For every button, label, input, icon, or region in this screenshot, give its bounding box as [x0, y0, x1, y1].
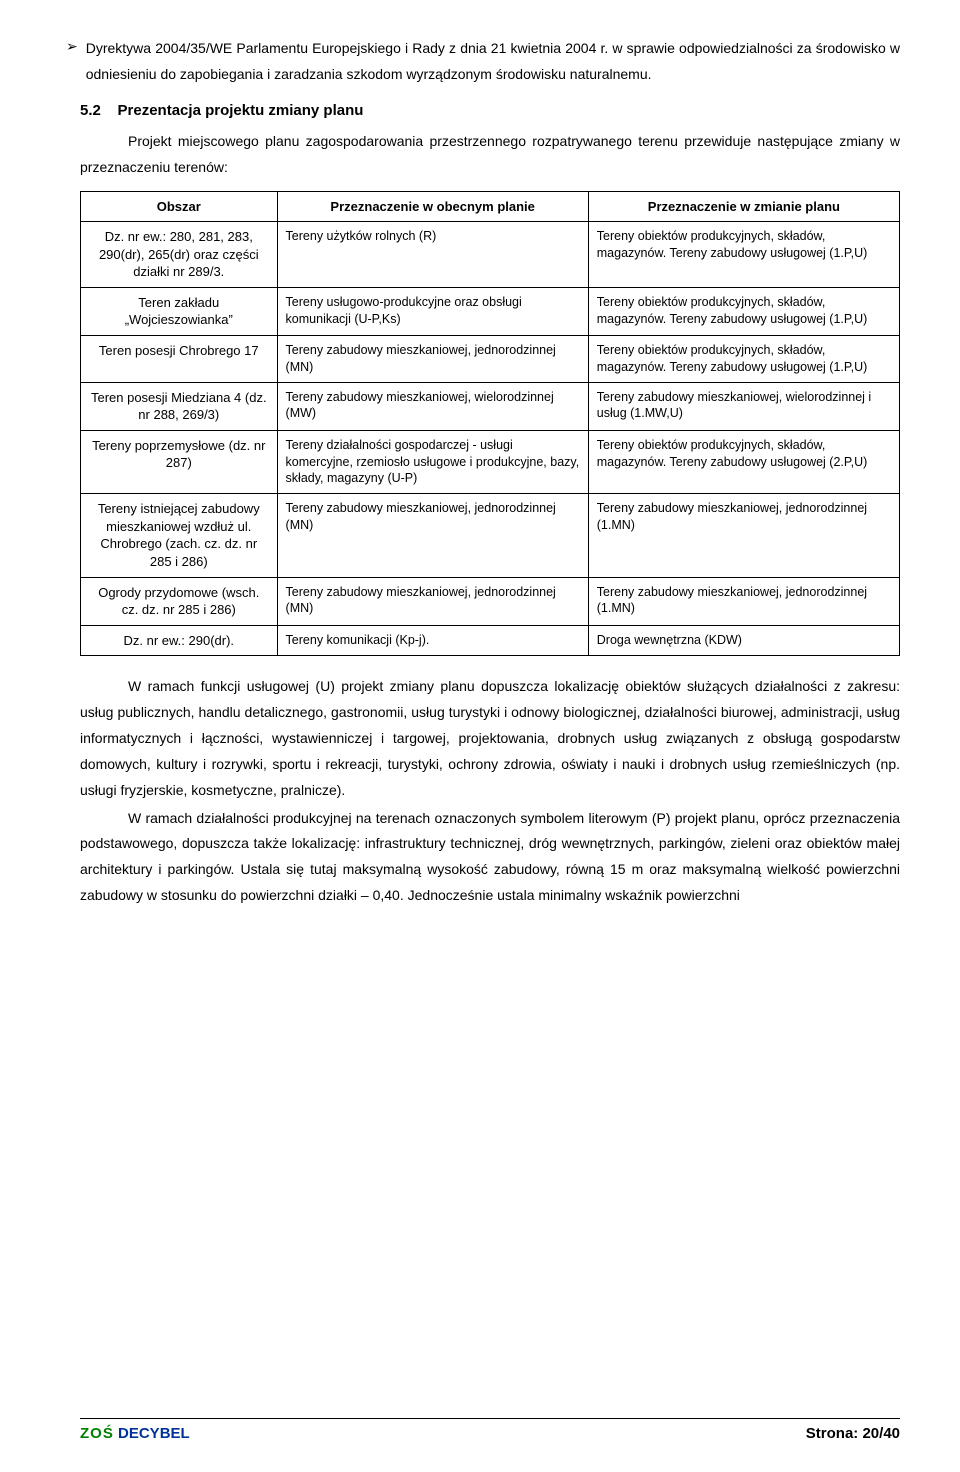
cell-current: Tereny komunikacji (Kp-j).	[277, 625, 588, 656]
table-row: Dz. nr ew.: 290(dr).Tereny komunikacji (…	[81, 625, 900, 656]
page-label: Strona:	[806, 1425, 859, 1442]
cell-area: Dz. nr ew.: 280, 281, 283, 290(dr), 265(…	[81, 222, 278, 288]
footer-divider	[80, 1418, 900, 1419]
cell-area: Tereny istniejącej zabudowy mieszkaniowe…	[81, 494, 278, 577]
cell-current: Tereny zabudowy mieszkaniowej, jednorodz…	[277, 335, 588, 382]
table-row: Teren posesji Miedziana 4 (dz. nr 288, 2…	[81, 382, 900, 430]
header-area: Obszar	[81, 191, 278, 222]
zoning-table: Obszar Przeznaczenie w obecnym planie Pr…	[80, 191, 900, 657]
cell-change: Droga wewnętrzna (KDW)	[588, 625, 899, 656]
cell-current: Tereny zabudowy mieszkaniowej, jednorodz…	[277, 577, 588, 625]
cell-area: Teren zakładu „Wojcieszowianka”	[81, 287, 278, 335]
table-row: Tereny poprzemysłowe (dz. nr 287)Tereny …	[81, 430, 900, 494]
footer-page: Strona: 20/40	[806, 1425, 900, 1442]
cell-change: Tereny obiektów produkcyjnych, składów, …	[588, 287, 899, 335]
cell-change: Tereny obiektów produkcyjnych, składów, …	[588, 430, 899, 494]
body-paragraphs: W ramach funkcji usługowej (U) projekt z…	[80, 674, 900, 909]
page-current: 20	[862, 1425, 879, 1442]
cell-change: Tereny obiektów produkcyjnych, składów, …	[588, 222, 899, 288]
header-current: Przeznaczenie w obecnym planie	[277, 191, 588, 222]
bullet-item: ➢ Dyrektywa 2004/35/WE Parlamentu Europe…	[66, 36, 900, 88]
body-paragraph: W ramach działalności produkcyjnej na te…	[80, 806, 900, 910]
section-heading: 5.2 Prezentacja projektu zmiany planu	[80, 102, 900, 119]
brand-decybel: DECYBEL	[118, 1425, 190, 1442]
bullet-marker: ➢	[66, 36, 78, 58]
cell-area: Teren posesji Chrobrego 17	[81, 335, 278, 382]
cell-current: Tereny działalności gospodarczej - usług…	[277, 430, 588, 494]
cell-change: Tereny obiektów produkcyjnych, składów, …	[588, 335, 899, 382]
cell-current: Tereny zabudowy mieszkaniowej, jednorodz…	[277, 494, 588, 577]
page-total: 40	[883, 1425, 900, 1442]
footer-brand: ZOŚ DECYBEL	[80, 1425, 190, 1442]
table-row: Tereny istniejącej zabudowy mieszkaniowe…	[81, 494, 900, 577]
cell-change: Tereny zabudowy mieszkaniowej, jednorodz…	[588, 494, 899, 577]
header-change: Przeznaczenie w zmianie planu	[588, 191, 899, 222]
section-intro: Projekt miejscowego planu zagospodarowan…	[80, 129, 900, 181]
table-row: Ogrody przydomowe (wsch. cz. dz. nr 285 …	[81, 577, 900, 625]
page-footer: ZOŚ DECYBEL Strona: 20/40	[80, 1418, 900, 1442]
cell-current: Tereny użytków rolnych (R)	[277, 222, 588, 288]
table-row: Dz. nr ew.: 280, 281, 283, 290(dr), 265(…	[81, 222, 900, 288]
section-number: 5.2	[80, 102, 101, 119]
body-paragraph: W ramach funkcji usługowej (U) projekt z…	[80, 674, 900, 803]
section-title: Prezentacja projektu zmiany planu	[118, 102, 364, 119]
cell-area: Ogrody przydomowe (wsch. cz. dz. nr 285 …	[81, 577, 278, 625]
table-header-row: Obszar Przeznaczenie w obecnym planie Pr…	[81, 191, 900, 222]
cell-area: Dz. nr ew.: 290(dr).	[81, 625, 278, 656]
cell-change: Tereny zabudowy mieszkaniowej, jednorodz…	[588, 577, 899, 625]
table-body: Dz. nr ew.: 280, 281, 283, 290(dr), 265(…	[81, 222, 900, 656]
bullet-text: Dyrektywa 2004/35/WE Parlamentu Europejs…	[86, 36, 900, 88]
table-row: Teren zakładu „Wojcieszowianka”Tereny us…	[81, 287, 900, 335]
table-row: Teren posesji Chrobrego 17Tereny zabudow…	[81, 335, 900, 382]
cell-change: Tereny zabudowy mieszkaniowej, wielorodz…	[588, 382, 899, 430]
cell-area: Tereny poprzemysłowe (dz. nr 287)	[81, 430, 278, 494]
cell-current: Tereny usługowo-produkcyjne oraz obsługi…	[277, 287, 588, 335]
cell-area: Teren posesji Miedziana 4 (dz. nr 288, 2…	[81, 382, 278, 430]
cell-current: Tereny zabudowy mieszkaniowej, wielorodz…	[277, 382, 588, 430]
brand-zos: ZOŚ	[80, 1425, 114, 1442]
